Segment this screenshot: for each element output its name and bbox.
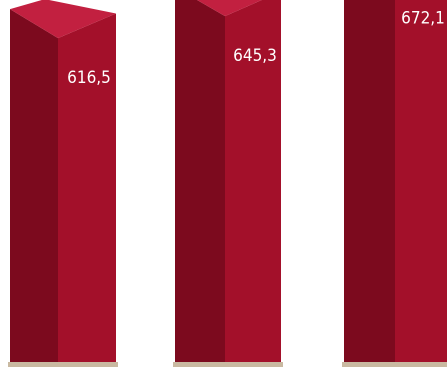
bar-base (173, 362, 283, 367)
bar-top-face (197, 0, 262, 17)
bar-3: 913,9672,1 (342, 0, 447, 367)
bar-base (8, 362, 118, 367)
bar-top-face (10, 0, 116, 39)
bar-2: 868,9645,3 (173, 0, 283, 367)
front-value-label: 672,1 (401, 9, 445, 29)
bar-left-face (344, 0, 395, 362)
bar-left-face (175, 0, 225, 362)
bar-1: 842,6616,5 (8, 0, 118, 367)
bar-front-face (225, 0, 281, 362)
bar-base (342, 362, 447, 367)
bar-left-face (10, 9, 58, 363)
front-value-label: 616,5 (67, 68, 111, 88)
bar-front-face (395, 0, 447, 362)
bar-front-face (58, 13, 116, 362)
front-value-label: 645,3 (233, 46, 277, 66)
